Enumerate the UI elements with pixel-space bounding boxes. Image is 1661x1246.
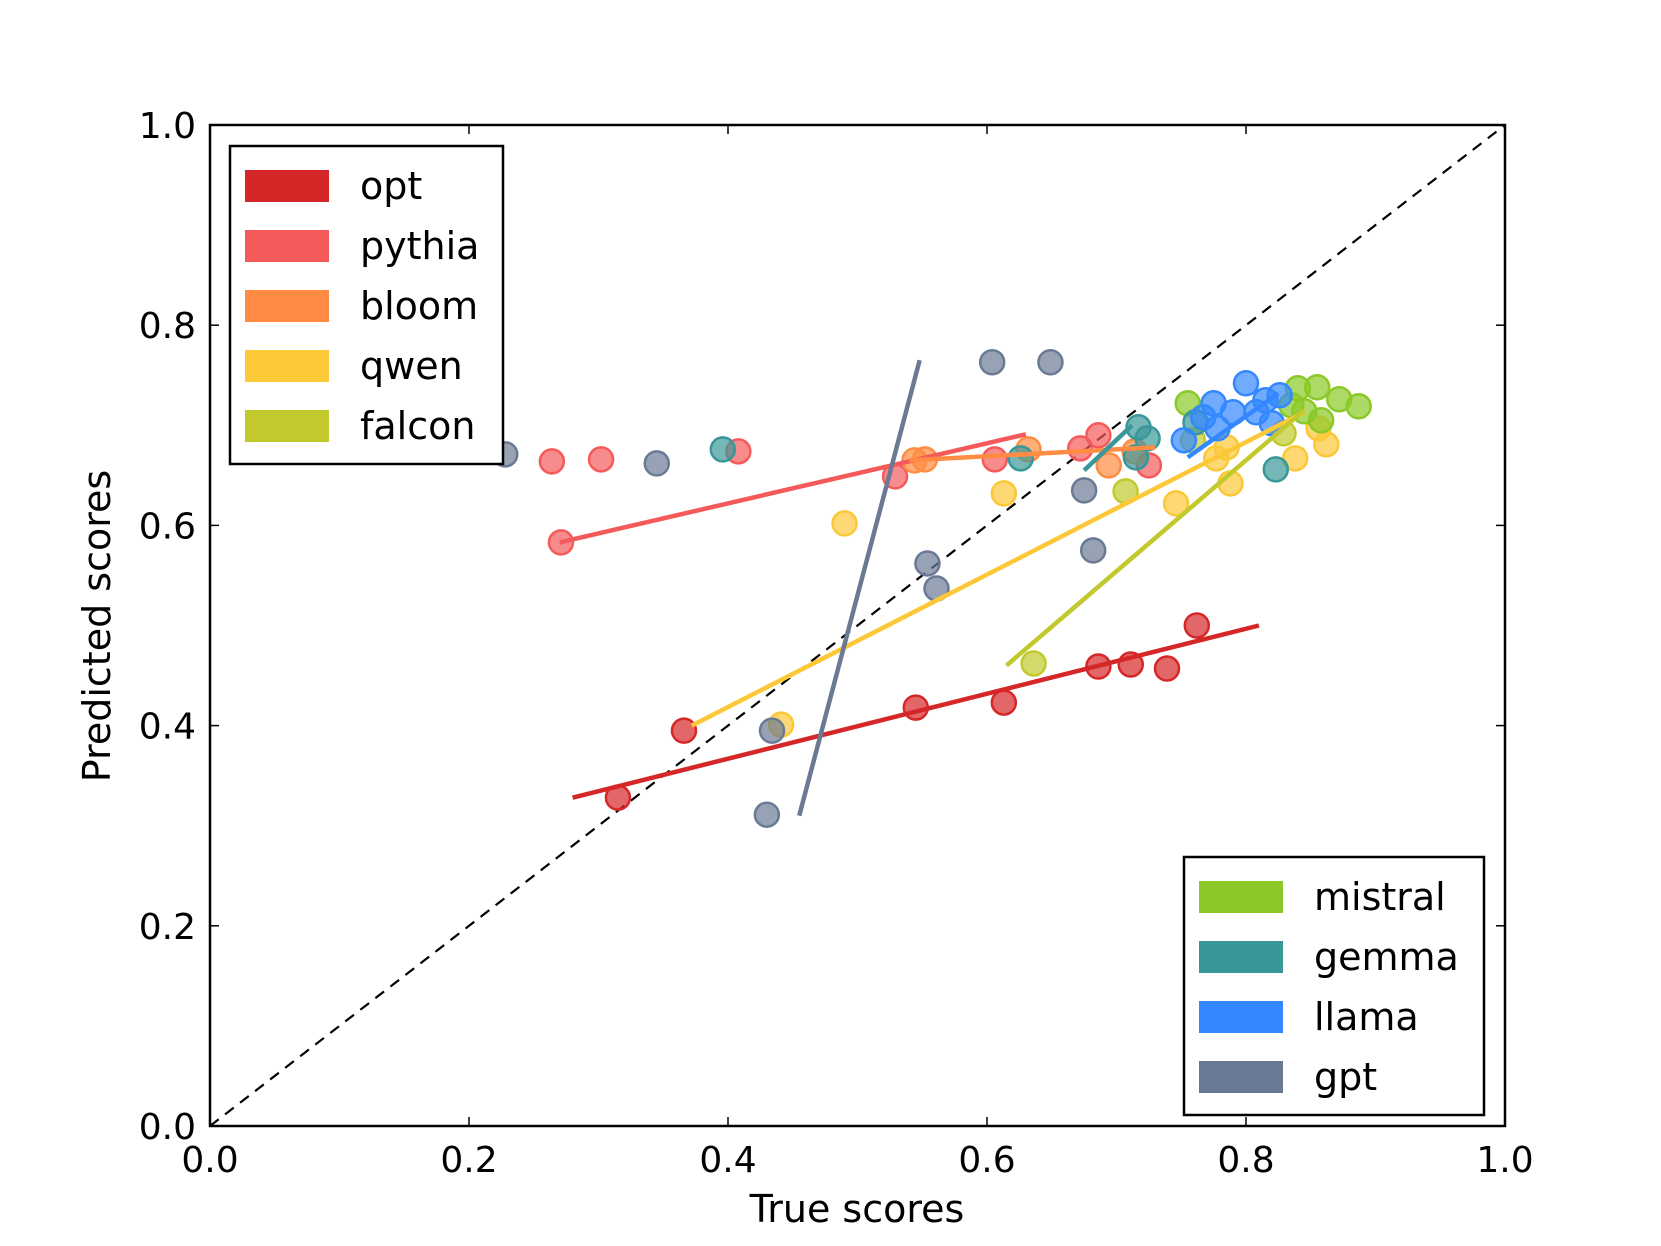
legend-swatch-gpt: [1199, 1061, 1283, 1093]
point-llama: [1266, 382, 1293, 409]
plot-area: [209, 124, 1506, 1127]
y-tick-label: 1.0: [139, 106, 196, 147]
point-gpt: [1070, 477, 1098, 504]
point-opt: [990, 689, 1018, 716]
fit-line-gemma: [1082, 423, 1134, 472]
legend-label-bloom: bloom: [360, 284, 478, 328]
fit-line-opt: [572, 623, 1260, 800]
fit-line-pythia: [559, 432, 1027, 545]
legend-label-qwen: qwen: [360, 344, 463, 388]
point-gemma: [1134, 425, 1161, 452]
point-gpt: [643, 450, 671, 477]
point-gpt: [1037, 348, 1064, 376]
point-pythia: [1085, 422, 1112, 449]
x-tick-label: 0.4: [699, 1140, 756, 1181]
point-gemma: [1007, 445, 1034, 472]
point-mistral: [1345, 393, 1372, 420]
legend-label-pythia: pythia: [360, 224, 479, 268]
point-pythia: [1066, 435, 1094, 462]
legend-top-left: opt pythia bloom qwen falcon: [228, 144, 505, 466]
point-gemma: [1262, 456, 1290, 483]
point-gpt: [753, 801, 781, 828]
axes-frame: [208, 123, 1507, 1128]
y-tick-label: 0.4: [139, 707, 196, 748]
legend-swatch-falcon: [245, 410, 329, 442]
point-llama: [1170, 427, 1198, 454]
legend-swatch-opt: [245, 170, 329, 202]
x-tick-label: 0.2: [440, 1140, 497, 1181]
y-tick-label: 0.8: [139, 306, 196, 347]
y-tick-label: 0.6: [139, 506, 196, 547]
series-llama: [1170, 370, 1293, 454]
point-falcon: [1020, 650, 1047, 677]
legend-swatch-bloom: [245, 290, 329, 322]
point-gemma: [1122, 444, 1150, 471]
point-qwen: [990, 480, 1018, 507]
y-axis-label: Predicted scores: [75, 470, 119, 782]
y-tick-label: 0.2: [139, 907, 196, 948]
axis-ticks: 0.0 0.2 0.4 0.6 0.8 1.0 0.0 0.2 0.4 0.6 0.8 1.0: [139, 106, 1534, 1181]
series-opt: [604, 612, 1211, 811]
legend-label-gemma: gemma: [1314, 935, 1459, 979]
point-bloom: [1095, 452, 1122, 479]
legend-swatch-gemma: [1199, 941, 1283, 973]
point-gpt: [914, 550, 941, 577]
point-mistral: [1303, 374, 1331, 401]
fit-line-falcon: [1004, 408, 1306, 668]
x-tick-label: 0.8: [1217, 1140, 1274, 1181]
point-pythia: [981, 446, 1009, 473]
legend-swatch-pythia: [245, 230, 329, 262]
legend-swatch-qwen: [245, 350, 329, 382]
series-mistral: [1174, 374, 1372, 434]
point-gemma: [709, 436, 737, 463]
fit-line-gpt: [797, 359, 922, 817]
point-llama: [1232, 370, 1260, 397]
legend-bottom-right: mistral gemma llama gpt: [1182, 855, 1486, 1117]
point-qwen: [1162, 490, 1190, 517]
point-qwen: [831, 510, 858, 537]
point-gpt: [1079, 537, 1107, 564]
point-gpt: [978, 348, 1006, 376]
x-tick-label: 0.6: [958, 1140, 1015, 1181]
legend-swatch-llama: [1199, 1001, 1283, 1033]
legend-label-opt: opt: [360, 164, 422, 208]
legend-swatch-mistral: [1199, 881, 1283, 913]
legend-label-llama: llama: [1314, 995, 1419, 1039]
x-axis-label: True scores: [749, 1187, 965, 1231]
x-tick-label: 0.0: [181, 1140, 238, 1181]
series-gemma: [709, 409, 1290, 483]
x-tick-label: 1.0: [1476, 1140, 1533, 1181]
y-tick-label: 0.0: [139, 1107, 196, 1148]
point-qwen: [1313, 431, 1340, 458]
legend-label-gpt: gpt: [1314, 1055, 1377, 1099]
legend-label-falcon: falcon: [360, 404, 475, 448]
point-gpt: [758, 717, 786, 744]
point-opt: [670, 717, 698, 744]
identity-diagonal-line: [209, 124, 1506, 1127]
fit-line-bloom: [909, 445, 1156, 463]
point-mistral: [1307, 407, 1335, 434]
point-pythia: [587, 446, 615, 473]
point-qwen: [1281, 445, 1309, 472]
point-opt: [1183, 612, 1211, 639]
point-pythia: [538, 448, 566, 475]
series-gpt: [492, 348, 1107, 828]
fit-line-qwen: [690, 410, 1306, 728]
point-opt: [1153, 655, 1181, 682]
legend-label-mistral: mistral: [1314, 875, 1446, 919]
fit-line-llama: [1186, 391, 1280, 460]
